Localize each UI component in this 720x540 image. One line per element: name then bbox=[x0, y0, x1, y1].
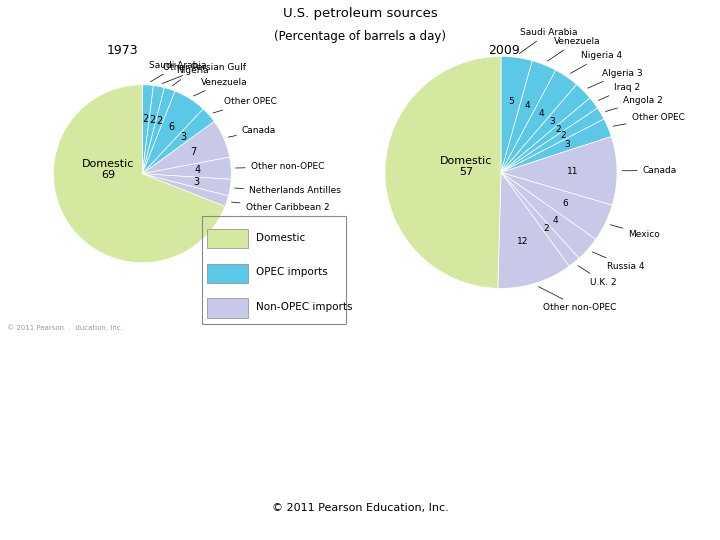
Text: 2: 2 bbox=[556, 125, 562, 134]
Text: 7: 7 bbox=[190, 147, 196, 157]
Text: U.K. 2: U.K. 2 bbox=[578, 266, 617, 287]
Text: 3: 3 bbox=[181, 132, 186, 142]
Text: 2: 2 bbox=[560, 131, 566, 140]
Wedge shape bbox=[501, 108, 604, 172]
Text: 2: 2 bbox=[150, 114, 156, 125]
Text: Other OPEC: Other OPEC bbox=[213, 98, 276, 113]
Text: 11: 11 bbox=[567, 167, 579, 176]
Text: Other Caribbean 2: Other Caribbean 2 bbox=[231, 202, 329, 212]
Text: 3: 3 bbox=[564, 140, 570, 149]
Text: Angola 2: Angola 2 bbox=[606, 96, 662, 112]
Text: 2: 2 bbox=[143, 114, 149, 124]
Text: whereas consumption has increased 30%. The gap has been: whereas consumption has increased 30%. T… bbox=[11, 409, 477, 424]
Text: 1973: 1973 bbox=[107, 44, 138, 57]
Text: Iraq 2: Iraq 2 bbox=[598, 83, 641, 100]
Text: Venezuela: Venezuela bbox=[547, 37, 600, 61]
Wedge shape bbox=[501, 56, 532, 172]
Text: 2: 2 bbox=[156, 116, 163, 126]
Text: Other Persian Gulf: Other Persian Gulf bbox=[162, 63, 246, 84]
Wedge shape bbox=[501, 98, 598, 172]
Wedge shape bbox=[143, 109, 215, 174]
Text: 2009: 2009 bbox=[488, 44, 520, 57]
Text: 5: 5 bbox=[508, 97, 513, 106]
Text: covered by a 60% increase in imports.: covered by a 60% increase in imports. bbox=[11, 441, 306, 456]
Text: (Percentage of barrels a day): (Percentage of barrels a day) bbox=[274, 30, 446, 43]
Wedge shape bbox=[501, 60, 556, 172]
Text: 4: 4 bbox=[525, 101, 531, 110]
Text: 1973. Since the 1980s, domestic production has declined 40%,: 1973. Since the 1980s, domestic producti… bbox=[11, 376, 495, 392]
Wedge shape bbox=[143, 91, 203, 174]
Wedge shape bbox=[53, 85, 225, 262]
Wedge shape bbox=[498, 172, 570, 288]
Text: Saudi Arabia: Saudi Arabia bbox=[519, 28, 577, 53]
Text: Other non-OPEC: Other non-OPEC bbox=[539, 287, 616, 312]
Text: 6: 6 bbox=[168, 122, 175, 132]
Text: U.S. petroleum sources: U.S. petroleum sources bbox=[283, 6, 437, 19]
Text: Domestic: Domestic bbox=[256, 233, 305, 242]
Text: Saudi Arabia: Saudi Arabia bbox=[149, 61, 207, 82]
Text: Other non-OPEC: Other non-OPEC bbox=[235, 163, 324, 171]
Wedge shape bbox=[143, 85, 164, 174]
Text: 4: 4 bbox=[194, 165, 200, 176]
Text: 4: 4 bbox=[552, 215, 558, 225]
Text: © 2011 Pearson  .  ducation, Inc.: © 2011 Pearson . ducation, Inc. bbox=[7, 325, 123, 332]
Text: 2: 2 bbox=[544, 224, 549, 233]
Text: Domestic
69: Domestic 69 bbox=[82, 159, 135, 180]
Text: Domestic
57: Domestic 57 bbox=[440, 156, 492, 178]
Wedge shape bbox=[385, 56, 501, 288]
Text: Other OPEC: Other OPEC bbox=[613, 113, 685, 126]
Wedge shape bbox=[143, 174, 228, 206]
FancyBboxPatch shape bbox=[207, 298, 248, 318]
Wedge shape bbox=[501, 172, 612, 239]
Wedge shape bbox=[501, 119, 611, 172]
Text: Algeria 3: Algeria 3 bbox=[588, 69, 642, 88]
Text: Canada: Canada bbox=[622, 166, 677, 175]
Wedge shape bbox=[501, 172, 595, 258]
Text: 4: 4 bbox=[539, 109, 544, 118]
Wedge shape bbox=[143, 85, 153, 174]
Text: 12: 12 bbox=[517, 237, 528, 246]
Text: © 2011 Pearson Education, Inc.: © 2011 Pearson Education, Inc. bbox=[271, 503, 449, 512]
Text: 6: 6 bbox=[563, 199, 569, 208]
Wedge shape bbox=[143, 87, 175, 174]
Text: 3: 3 bbox=[194, 177, 200, 187]
Text: Russia 4: Russia 4 bbox=[592, 252, 644, 271]
Wedge shape bbox=[143, 157, 231, 179]
Wedge shape bbox=[501, 84, 590, 172]
Wedge shape bbox=[501, 70, 577, 172]
FancyBboxPatch shape bbox=[207, 264, 248, 283]
Text: Nigeria: Nigeria bbox=[173, 66, 209, 86]
Text: US imported 57% of its crude oil in 2009, compared to only 31% in: US imported 57% of its crude oil in 2009… bbox=[11, 344, 523, 359]
Text: Netherlands Antilles: Netherlands Antilles bbox=[235, 186, 341, 195]
FancyBboxPatch shape bbox=[207, 229, 248, 248]
Text: Nigeria 4: Nigeria 4 bbox=[570, 51, 622, 73]
Text: Mexico: Mexico bbox=[610, 225, 660, 239]
Text: 3: 3 bbox=[549, 117, 555, 126]
Text: OPEC imports: OPEC imports bbox=[256, 267, 328, 277]
Wedge shape bbox=[143, 122, 230, 174]
Text: Venezuela: Venezuela bbox=[194, 78, 247, 96]
Wedge shape bbox=[501, 137, 617, 205]
Text: Canada: Canada bbox=[228, 126, 276, 137]
Wedge shape bbox=[143, 174, 231, 196]
Text: Non-OPEC imports: Non-OPEC imports bbox=[256, 302, 353, 312]
Wedge shape bbox=[501, 172, 579, 266]
